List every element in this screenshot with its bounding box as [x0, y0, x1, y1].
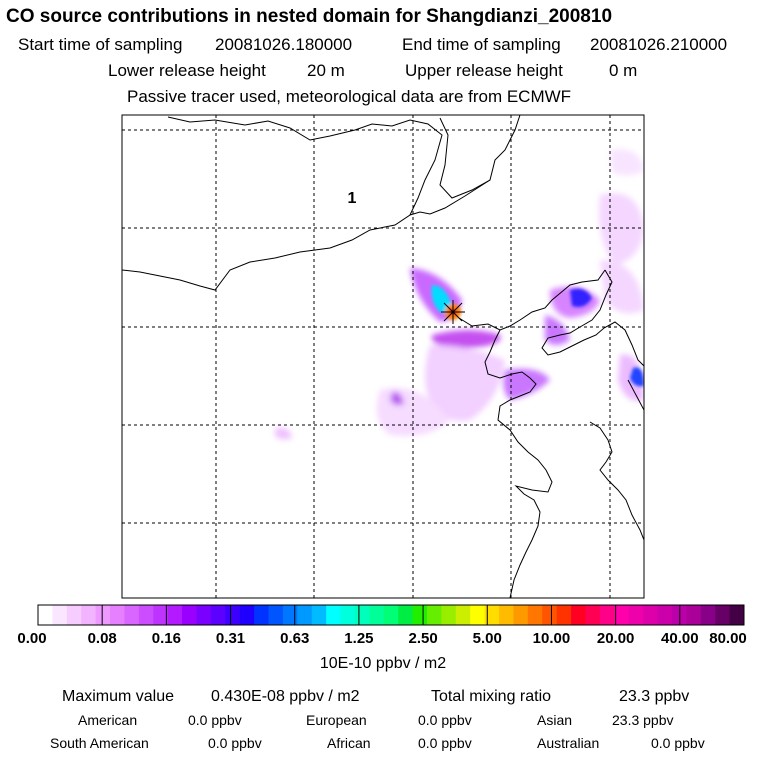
colorbar-cell	[268, 605, 284, 625]
colorbar-cell	[398, 605, 414, 625]
max-value-label: Maximum value	[62, 688, 175, 705]
colorbar-cell	[225, 605, 241, 625]
colorbar-cell	[326, 605, 342, 625]
colorbar-cell	[52, 605, 68, 625]
colorbar-cell	[729, 605, 745, 625]
colorbar-cell	[513, 605, 529, 625]
region-label: 1	[348, 190, 357, 207]
colorbar-cell	[354, 605, 370, 625]
region-european-label: European	[306, 712, 367, 728]
colorbar-cell	[311, 605, 327, 625]
region-australian-value: 0.0 ppbv	[651, 735, 705, 751]
plot-title: CO source contributions in nested domain…	[6, 6, 613, 27]
total-mixing-label: Total mixing ratio	[431, 688, 552, 705]
colorbar-tick-label: 0.63	[280, 630, 310, 647]
region-african-label: African	[327, 735, 371, 751]
colorbar-cells	[37, 605, 745, 625]
grid-lines	[122, 115, 644, 598]
colorbar-cell	[383, 605, 399, 625]
map-frame	[121, 114, 645, 599]
colorbar-tick-label: 0.08	[87, 630, 117, 647]
max-value: 0.430E-08 ppbv / m2	[211, 688, 360, 705]
colorbar-units: 10E-10 ppbv / m2	[319, 655, 447, 672]
colorbar-tick-label: 0.31	[215, 630, 246, 647]
colorbar-tick-label: 10.00	[532, 630, 571, 647]
colorbar-cell	[556, 605, 572, 625]
start-time-value: 20081026.180000	[215, 35, 353, 54]
total-mixing-value: 23.3 ppbv	[619, 688, 690, 705]
colorbar-cell	[66, 605, 82, 625]
region-american-value: 0.0 ppbv	[188, 712, 242, 728]
colorbar-cell	[441, 605, 457, 625]
colorbar-cell	[470, 605, 486, 625]
region-south-american-value: 0.0 ppbv	[208, 735, 262, 751]
colorbar-cell	[369, 605, 385, 625]
region-australian-label: Australian	[537, 735, 600, 751]
upper-release-label: Upper release height	[405, 61, 563, 80]
coastlines-borders	[122, 115, 644, 598]
colorbar-cell	[340, 605, 356, 625]
tracer-note: Passive tracer used, meteorological data…	[127, 87, 572, 106]
colorbar-cell	[427, 605, 442, 625]
upper-release-value: 0 m	[609, 61, 638, 80]
colorbar-tick-label: 5.00	[472, 630, 502, 647]
colorbar-tick-label: 20.00	[596, 630, 635, 647]
colorbar-cell	[297, 605, 313, 625]
colorbar-cell	[196, 605, 212, 625]
start-time-label: Start time of sampling	[18, 35, 183, 54]
colorbar-tick-label: 40.00	[661, 630, 699, 647]
end-time-value: 20081026.210000	[590, 35, 728, 54]
colorbar-cell	[81, 605, 97, 625]
receptor-marker	[441, 300, 465, 324]
colorbar-cell	[110, 605, 125, 625]
colorbar-cell	[484, 605, 500, 625]
colorbar-cell	[599, 605, 615, 625]
colorbar-cell	[167, 605, 183, 625]
colorbar-cell	[585, 605, 601, 625]
colorbar-cell	[38, 605, 53, 625]
colorbar-cell	[455, 605, 471, 625]
colorbar-cell	[571, 605, 587, 625]
colorbar-cell	[499, 605, 514, 625]
colorbar-cell	[124, 605, 140, 625]
lower-release-label: Lower release height	[108, 61, 266, 80]
colorbar-cell	[412, 605, 428, 625]
colorbar-cell	[239, 605, 255, 625]
colorbar-tick-label: 0.00	[17, 630, 47, 647]
colorbar-tick-label: 2.50	[408, 630, 438, 647]
colorbar-cell	[182, 605, 197, 625]
colorbar-tick-label: 0.16	[151, 630, 181, 647]
colorbar-cell	[542, 605, 558, 625]
colorbar-cell	[138, 605, 154, 625]
region-asian-value: 23.3 ppbv	[612, 712, 674, 728]
colorbar-cell	[686, 605, 702, 625]
region-asian-label: Asian	[537, 712, 573, 728]
colorbar-cell	[527, 605, 543, 625]
colorbar-cell	[715, 605, 731, 625]
colorbar-cell	[628, 605, 644, 625]
region-european-value: 0.0 ppbv	[418, 712, 472, 728]
colorbar-cell	[700, 605, 716, 625]
colorbar-cell	[210, 605, 226, 625]
colorbar-cell	[282, 605, 298, 625]
region-south-american-label: South American	[50, 735, 149, 751]
colorbar-tick-label: 1.25	[344, 630, 374, 647]
colorbar-cell	[254, 605, 270, 625]
colorbar-frame	[37, 604, 745, 626]
colorbar-tick-label: 80.00	[709, 630, 747, 647]
region-african-value: 0.0 ppbv	[418, 735, 472, 751]
colorbar-cell	[153, 605, 169, 625]
colorbar-cell	[643, 605, 659, 625]
colorbar-cell	[614, 605, 630, 625]
end-time-label: End time of sampling	[402, 35, 561, 54]
colorbar-cell	[657, 605, 673, 625]
lower-release-value: 20 m	[307, 61, 345, 80]
region-american-label: American	[78, 712, 138, 728]
colorbar-cell	[95, 605, 111, 625]
